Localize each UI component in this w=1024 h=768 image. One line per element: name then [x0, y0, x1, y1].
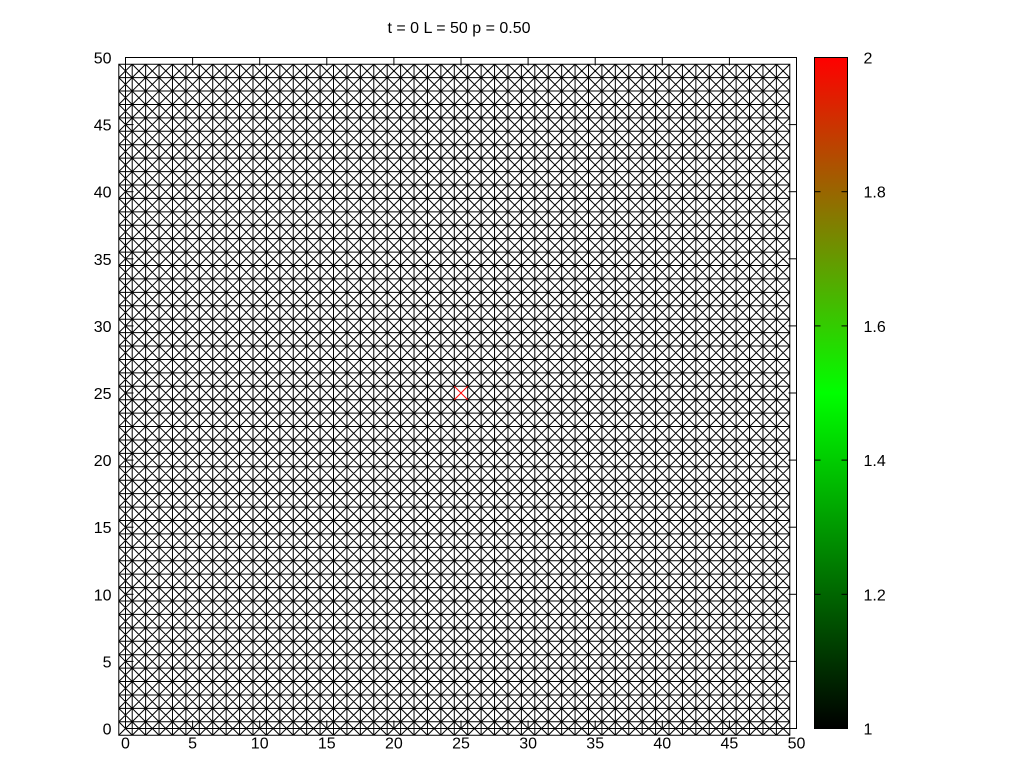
y-tick-label: 40	[94, 185, 112, 202]
x-tick-label: 30	[519, 736, 537, 753]
colorbar	[814, 57, 848, 729]
lattice-markers	[118, 63, 791, 736]
y-tick-label: 10	[94, 587, 112, 604]
colorbar-tick-label: 2	[864, 51, 873, 68]
x-tick-label: 50	[788, 736, 806, 753]
y-tick-label: 25	[94, 386, 112, 403]
x-tick-label: 45	[721, 736, 739, 753]
y-tick-label: 30	[94, 319, 112, 336]
y-tick-label: 20	[94, 453, 112, 470]
x-tick-label: 40	[653, 736, 671, 753]
x-tick-label: 20	[385, 736, 403, 753]
chart-title: t = 0 L = 50 p = 0.50	[387, 20, 530, 37]
x-tick-label: 5	[188, 736, 197, 753]
colorbar-ticks: 1 1.2 1.4 1.6 1.8 2	[814, 51, 886, 739]
highlight-point	[453, 385, 469, 401]
y-tick-label: 45	[94, 118, 112, 135]
y-tick-label: 5	[103, 654, 112, 671]
x-tick-label: 15	[318, 736, 336, 753]
colorbar-tick-label: 1	[864, 722, 873, 739]
colorbar-tick-label: 1.4	[864, 453, 886, 470]
axis-ticks: 0 5 10 15 20 25 30 35 40 45 50 0 5 10 15 20 25 30 35 40 45 50	[94, 51, 806, 753]
y-tick-label: 0	[103, 722, 112, 739]
y-tick-label: 35	[94, 252, 112, 269]
colorbar-tick-label: 1.6	[864, 319, 886, 336]
x-tick-label: 10	[251, 736, 269, 753]
x-tick-label: 0	[121, 736, 130, 753]
colorbar-tick-label: 1.8	[864, 185, 886, 202]
y-tick-label: 50	[94, 51, 112, 68]
y-tick-label: 15	[94, 520, 112, 537]
x-tick-label: 25	[452, 736, 470, 753]
colorbar-tick-label: 1.2	[864, 587, 886, 604]
x-tick-label: 35	[586, 736, 604, 753]
